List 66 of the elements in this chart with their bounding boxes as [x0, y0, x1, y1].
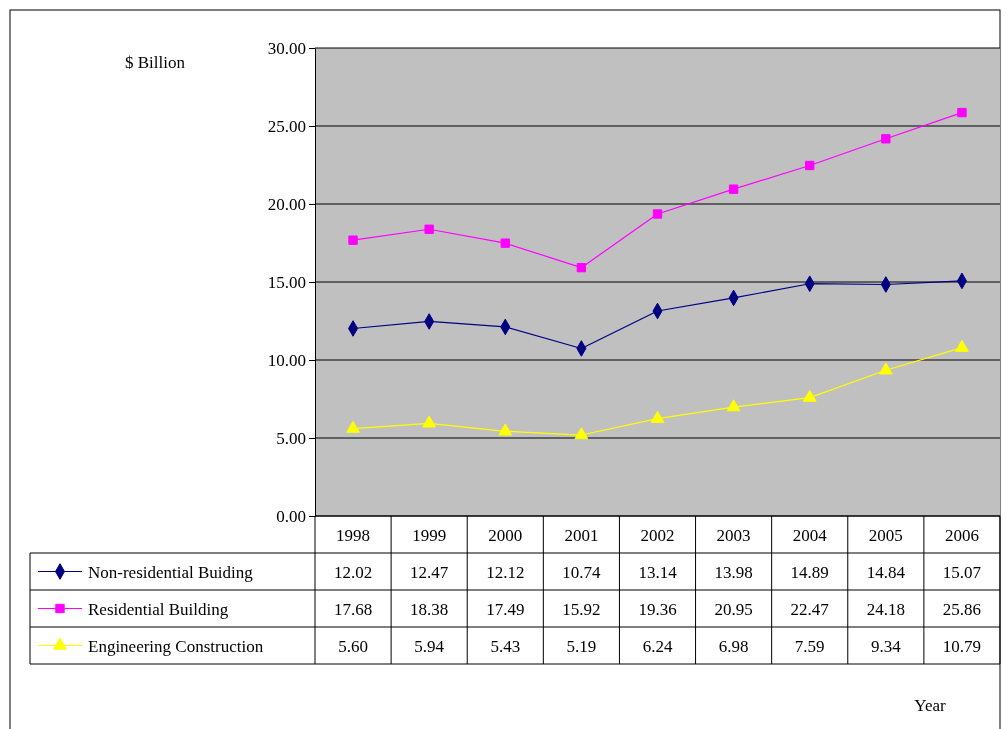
point [348, 235, 358, 245]
data-label: 22.47 [790, 599, 830, 619]
data-label: 12.12 [486, 562, 525, 582]
point [957, 107, 967, 118]
data-label: 6.98 [718, 636, 749, 656]
data-label: 17.49 [486, 599, 525, 619]
point [424, 224, 434, 234]
data-label: 24.18 [866, 599, 905, 619]
data-label: 25.86 [942, 599, 982, 619]
point [574, 427, 589, 440]
data-label: 10.79 [942, 636, 982, 656]
x-tick-label: 1999 [412, 525, 447, 545]
data-label: 13.98 [714, 562, 753, 582]
legend-label: Non-residential Buiding [88, 562, 254, 582]
data-label: 5.43 [490, 636, 521, 656]
point [422, 415, 437, 428]
point [881, 134, 891, 144]
point [346, 420, 360, 433]
data-label: 14.84 [866, 562, 906, 582]
data-label: 14.89 [790, 562, 829, 582]
data-label: 5.19 [566, 636, 597, 656]
x-tick-label: 2001 [564, 525, 599, 545]
y-tick-label: 0.00 [276, 506, 306, 526]
y-axis-title: $ Billion [125, 53, 186, 72]
data-label: 15.92 [562, 599, 601, 619]
point [878, 362, 893, 375]
data-label: 20.95 [714, 599, 753, 619]
data-label: 19.36 [638, 599, 677, 619]
data-label: 6.24 [642, 636, 673, 656]
point [652, 209, 663, 219]
data-label: 5.94 [414, 636, 445, 656]
point [650, 410, 665, 423]
y-tick-label: 15.00 [267, 272, 306, 292]
x-tick-label: 2003 [716, 525, 751, 545]
y-tick-label: 5.00 [276, 428, 306, 448]
x-tick-label: 1998 [336, 525, 371, 545]
data-label: 9.34 [870, 636, 902, 656]
y-tick-label: 25.00 [267, 116, 306, 136]
data-label: 15.07 [942, 562, 982, 582]
point [726, 399, 741, 412]
text: Year [914, 696, 946, 715]
point [576, 262, 587, 273]
x-tick-label: 2004 [792, 525, 828, 545]
data-label: 17.68 [333, 599, 373, 619]
x-tick-label: 2000 [488, 525, 523, 545]
y-tick-label: 10.00 [267, 350, 306, 370]
point [805, 160, 815, 171]
data-label: 12.02 [333, 562, 373, 582]
x-tick-label: 2002 [640, 525, 675, 545]
data-label: 13.14 [638, 562, 678, 582]
point [955, 339, 969, 352]
point [500, 238, 510, 248]
point [728, 184, 739, 194]
y-tick-label: 20.00 [267, 194, 306, 214]
y-tick-label: 30.00 [267, 38, 306, 58]
data-label: 5.60 [338, 636, 368, 656]
point [802, 389, 817, 402]
x-tick-label: 2006 [944, 525, 979, 545]
legend-label: Engineering Construction [88, 636, 264, 656]
legend-label: Residential Building [88, 599, 229, 619]
data-label: 10.74 [562, 562, 602, 582]
data-label: 7.59 [794, 636, 825, 656]
data-label: 12.47 [410, 562, 449, 582]
data-label: 18.38 [410, 599, 449, 619]
point [498, 423, 513, 436]
x-tick-label: 2005 [868, 525, 903, 545]
